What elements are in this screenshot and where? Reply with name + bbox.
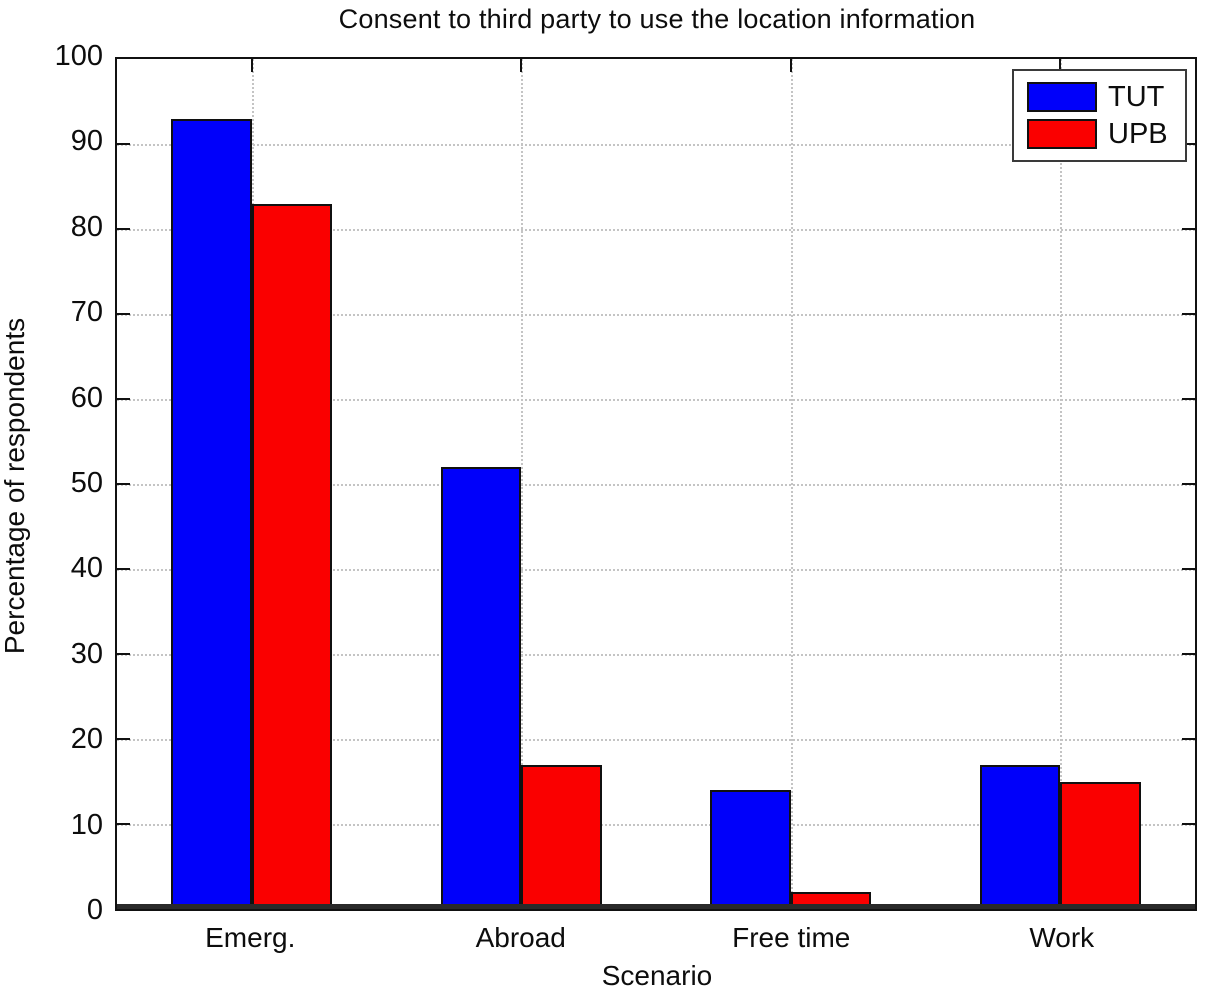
legend-label-tut: TUT xyxy=(1108,80,1165,113)
gridline-x-2 xyxy=(521,59,524,909)
tick-left-40 xyxy=(117,568,130,570)
y-tick-label-50: 50 xyxy=(70,467,103,499)
bar-tut-free-time xyxy=(710,790,791,909)
y-tick-label-60: 60 xyxy=(70,381,103,414)
gridline-y-80 xyxy=(117,229,1195,231)
legend-row-upb: UPB xyxy=(1027,119,1185,149)
tick-left-50 xyxy=(117,483,130,485)
gridline-y-10 xyxy=(117,824,1195,826)
gridline-x-3 xyxy=(790,59,793,909)
tick-left-70 xyxy=(117,313,130,315)
plot-area xyxy=(115,57,1197,911)
tick-left-60 xyxy=(117,398,130,400)
y-tick-label-40: 40 xyxy=(70,552,103,585)
y-tick-label-0: 0 xyxy=(86,894,103,926)
tick-left-10 xyxy=(117,823,130,825)
y-tick-label-70: 70 xyxy=(70,296,103,329)
bar-upb-work xyxy=(1060,781,1141,909)
y-tick-label-30: 30 xyxy=(70,637,103,670)
legend: TUT UPB xyxy=(1012,69,1187,162)
y-tick-label-10: 10 xyxy=(70,808,103,841)
tick-top-4 xyxy=(1059,59,1062,72)
y-tick-label-90: 90 xyxy=(70,125,103,158)
y-tick-label-100: 100 xyxy=(54,40,103,72)
x-tick-label-work: Work xyxy=(1029,922,1095,953)
y-axis-label: Percentage of respondents xyxy=(0,317,30,655)
tick-right-30 xyxy=(1182,653,1195,655)
x-axis-label: Scenario xyxy=(601,960,713,991)
gridline-y-70 xyxy=(117,314,1195,316)
bar-tut-abroad xyxy=(440,467,522,909)
legend-label-upb: UPB xyxy=(1108,117,1168,150)
gridline-y-60 xyxy=(117,399,1195,401)
tick-top-1 xyxy=(250,59,253,72)
tick-right-10 xyxy=(1182,823,1195,825)
gridline-y-40 xyxy=(117,569,1195,571)
legend-swatch-upb xyxy=(1027,119,1097,149)
gridline-y-90 xyxy=(117,144,1195,146)
tick-right-60 xyxy=(1182,398,1195,400)
legend-row-tut: TUT xyxy=(1027,82,1185,112)
gridline-y-20 xyxy=(117,739,1195,741)
bar-upb-abroad xyxy=(521,764,602,909)
tick-left-80 xyxy=(117,228,130,230)
tick-right-80 xyxy=(1182,228,1195,230)
tick-right-90 xyxy=(1182,143,1195,145)
tick-left-90 xyxy=(117,143,130,145)
bar-tut-work xyxy=(979,764,1061,909)
tick-right-20 xyxy=(1182,738,1195,740)
tick-right-70 xyxy=(1182,313,1195,315)
bar-tut-emerg- xyxy=(171,118,252,909)
tick-top-2 xyxy=(520,59,523,72)
x-axis-line xyxy=(117,904,1195,909)
y-tick-label-20: 20 xyxy=(70,723,103,756)
x-tick-label-emerg-: Emerg. xyxy=(205,922,296,953)
gridline-y-50 xyxy=(117,484,1195,486)
y-tick-label-80: 80 xyxy=(70,210,103,243)
bar-upb-emerg- xyxy=(251,203,333,909)
tick-right-40 xyxy=(1182,568,1195,570)
chart-title: Consent to third party to use the locati… xyxy=(338,4,976,34)
gridline-y-30 xyxy=(117,654,1195,656)
tick-left-20 xyxy=(117,738,130,740)
gridline-x-4 xyxy=(1060,59,1063,909)
tick-left-30 xyxy=(117,653,130,655)
tick-right-50 xyxy=(1182,483,1195,485)
x-tick-label-free-time: Free time xyxy=(732,922,851,953)
legend-swatch-tut xyxy=(1027,82,1097,112)
x-tick-label-abroad: Abroad xyxy=(475,922,566,953)
tick-top-3 xyxy=(789,59,792,72)
